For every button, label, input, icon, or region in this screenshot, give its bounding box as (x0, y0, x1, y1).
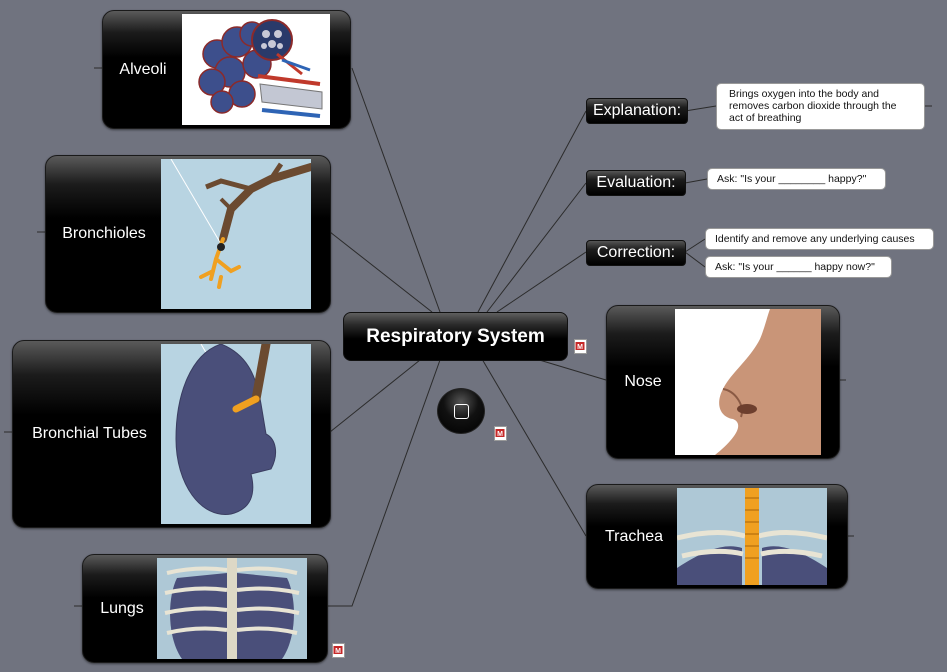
alveoli-image (182, 14, 330, 125)
square-icon (453, 403, 469, 419)
branch-correction-label: Correction: (596, 244, 676, 261)
branch-explanation[interactable]: Explanation: (586, 98, 688, 124)
floating-topic-node[interactable] (437, 388, 485, 434)
topic-alveoli-label: Alveoli (119, 60, 167, 78)
note-explanation-text: Brings oxygen into the body and removes … (729, 88, 897, 124)
note-correction-1-text: Identify and remove any underlying cause… (715, 233, 915, 245)
note-evaluation[interactable]: Ask: "Is your ________ happy?" (707, 168, 886, 190)
topic-lungs-label: Lungs (100, 599, 144, 617)
topic-lungs[interactable]: Lungs (82, 554, 328, 663)
svg-text:M: M (497, 431, 503, 438)
topic-bronchial-tubes-label: Bronchial Tubes (32, 425, 147, 442)
bronchial-tubes-image (161, 344, 311, 524)
mindmap-file-icon[interactable]: M (574, 339, 587, 354)
topic-bronchioles-label: Bronchioles (62, 225, 146, 242)
note-correction-2[interactable]: Ask: "Is your ______ happy now?" (705, 256, 892, 278)
topic-alveoli[interactable]: Alveoli (102, 10, 351, 129)
mindmap-file-icon[interactable]: M (494, 426, 507, 441)
mindmap-file-icon[interactable]: M (332, 643, 345, 658)
lungs-image (157, 558, 307, 659)
central-topic[interactable]: Respiratory System (343, 312, 568, 361)
central-topic-label: Respiratory System (366, 325, 545, 347)
note-correction-2-text: Ask: "Is your ______ happy now?" (715, 261, 875, 273)
topic-bronchioles[interactable]: Bronchioles (45, 155, 331, 313)
branch-evaluation[interactable]: Evaluation: (586, 170, 686, 196)
branch-explanation-label: Explanation: (592, 102, 682, 119)
note-explanation[interactable]: Brings oxygen into the body and removes … (716, 83, 925, 130)
topic-nose[interactable]: Nose (606, 305, 840, 459)
svg-text:M: M (577, 344, 583, 351)
topic-nose-label: Nose (624, 373, 662, 390)
topic-trachea-label: Trachea (604, 527, 664, 545)
note-evaluation-text: Ask: "Is your ________ happy?" (717, 173, 867, 185)
note-correction-1[interactable]: Identify and remove any underlying cause… (705, 228, 934, 250)
trachea-image (677, 488, 827, 585)
topic-bronchial-tubes[interactable]: Bronchial Tubes (12, 340, 331, 528)
svg-text:M: M (335, 648, 341, 655)
branch-correction[interactable]: Correction: (586, 240, 686, 266)
nose-image (675, 309, 821, 455)
branch-evaluation-label: Evaluation: (596, 174, 676, 191)
topic-trachea[interactable]: Trachea (586, 484, 848, 589)
bronchioles-image (161, 159, 311, 309)
